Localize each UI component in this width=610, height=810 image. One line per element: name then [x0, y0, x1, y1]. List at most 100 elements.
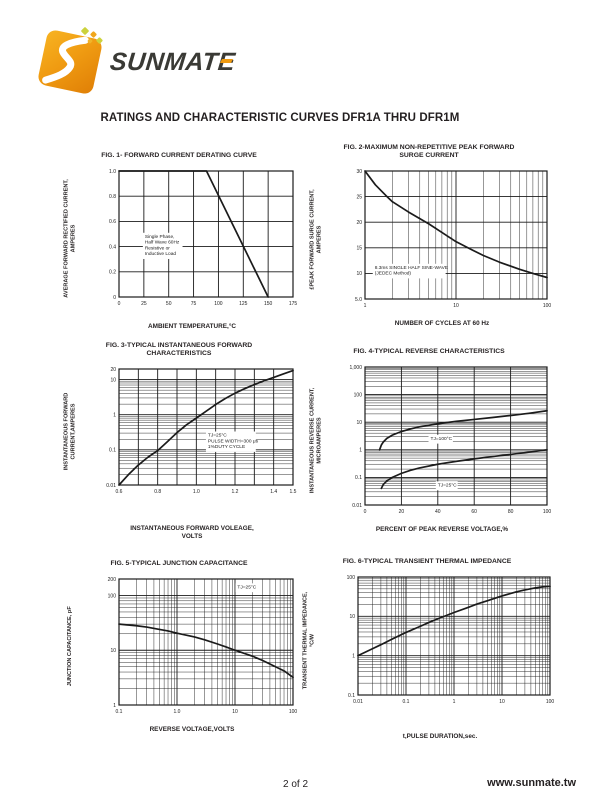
figure-2-plot: 1 10 100 5.0 10 15 20 25 30 8.3ms SINGLE HALF SIN…: [355, 169, 552, 309]
sunmate-logo: SUNMATE: [36, 26, 238, 101]
website-link[interactable]: www.sunmate.tw: [487, 777, 576, 789]
logo-dot-icon: [80, 26, 90, 36]
svg-text:25: 25: [356, 194, 362, 200]
figure-2-ylabel-text: £PEAK FORWARD SURGE CURRENT, AMPERES: [309, 188, 323, 290]
svg-text:20: 20: [356, 220, 362, 226]
svg-text:0: 0: [113, 295, 116, 301]
svg-text:100: 100: [543, 303, 552, 309]
svg-text:10: 10: [110, 648, 116, 654]
svg-text:60: 60: [471, 509, 477, 515]
logo-diamond-icon: [36, 28, 104, 96]
svg-text:25: 25: [141, 301, 147, 307]
figure-5: FIG. 5-TYPICAL JUNCTION CAPACITANCE JUNC…: [57, 548, 301, 734]
svg-text:TJ=25°C: TJ=25°C: [237, 584, 256, 590]
svg-text:1: 1: [364, 303, 367, 309]
svg-text:100: 100: [546, 699, 555, 705]
figure-5-xlabel: REVERSE VOLTAGE,VOLTS: [149, 726, 235, 733]
figure-6-title: FIG. 6-TYPICAL TRANSIENT THERMAL IMPEDAN…: [342, 558, 512, 565]
svg-text:PULSE WIDTH=300 μs: PULSE WIDTH=300 μs: [208, 438, 259, 444]
figure-4-xlabel: PERCENT OF PEAK REVERSE VOLTAGE,%: [375, 526, 509, 533]
svg-text:10: 10: [110, 377, 116, 383]
svg-text:0.01: 0.01: [352, 503, 362, 509]
svg-text:100: 100: [354, 392, 363, 398]
figure-2-title: FIG. 2-MAXIMUM NON-REPETITIVE PEAK FORWA…: [343, 144, 515, 159]
svg-text:TJ=25°C: TJ=25°C: [438, 482, 457, 488]
figure-4-ylabel: INSTANTANEOUS REVERSE CURRENT, MICROAMPE…: [303, 359, 329, 521]
svg-text:200: 200: [108, 577, 117, 583]
figure-1-ylabel-text: AVERAGE FORWARD RECTIFIED CURRENT, AMPER…: [63, 178, 77, 298]
svg-text:15: 15: [356, 246, 362, 252]
svg-text:1: 1: [352, 653, 355, 659]
svg-text:Resistive or: Resistive or: [145, 245, 170, 251]
svg-text:0: 0: [118, 301, 121, 307]
figure-3-plot: 0.6 0.8 1.0 1.2 1.4 1.5 0.01 0.1 1 10 20 TJ=25°CPUL…: [106, 367, 297, 495]
svg-text:10: 10: [232, 709, 238, 715]
svg-text:Half Wave 60Hz: Half Wave 60Hz: [145, 240, 180, 246]
svg-text:(JEDEC Method): (JEDEC Method): [375, 271, 412, 277]
svg-text:40: 40: [435, 509, 441, 515]
svg-text:0.8: 0.8: [109, 194, 116, 200]
page-number: 2 of 2: [283, 779, 309, 790]
figure-3-title: FIG. 3-TYPICAL INSTANTANEOUS FORWARD CHA…: [105, 342, 253, 357]
svg-text:1.0: 1.0: [193, 489, 200, 495]
figure-2-xlabel: NUMBER OF CYCLES AT 60 Hz: [394, 320, 490, 327]
svg-text:0.01: 0.01: [353, 699, 363, 705]
svg-text:100: 100: [214, 301, 223, 307]
figure-6: FIG. 6-TYPICAL TRANSIENT THERMAL IMPEDAN…: [296, 546, 558, 741]
svg-text:1.5: 1.5: [290, 489, 297, 495]
svg-text:80: 80: [508, 509, 514, 515]
svg-text:1%DUTY CYCLE: 1%DUTY CYCLE: [208, 444, 245, 450]
svg-text:100: 100: [289, 709, 298, 715]
svg-text:10: 10: [356, 271, 362, 277]
svg-text:0.8: 0.8: [154, 489, 161, 495]
figure-1-ylabel: AVERAGE FORWARD RECTIFIED CURRENT, AMPER…: [57, 163, 83, 313]
svg-text:TJ=100°C: TJ=100°C: [431, 436, 453, 442]
figure-5-plot: 0.1 1.0 10 100 1 10 100 200 TJ=25°C: [108, 577, 298, 715]
svg-text:Inductive Load: Inductive Load: [145, 251, 177, 257]
figure-6-ylabel-text: TRANSIENT THERMAL IMPEDANCE, °C/W: [302, 591, 316, 689]
figure-5-ylabel-text: JUNCTION CAPACITANCE, pF: [66, 606, 73, 686]
svg-text:TJ=25°C: TJ=25°C: [208, 432, 227, 438]
figure-4: FIG. 4-TYPICAL REVERSE CHARACTERISTICS I…: [303, 336, 555, 534]
svg-text:Single Phase,: Single Phase,: [145, 234, 175, 240]
svg-text:10: 10: [356, 420, 362, 426]
svg-text:75: 75: [191, 301, 197, 307]
svg-text:1: 1: [453, 699, 456, 705]
svg-text:0.1: 0.1: [403, 699, 410, 705]
svg-text:175: 175: [289, 301, 298, 307]
svg-text:10: 10: [453, 303, 459, 309]
logo-s-swoosh-icon: [42, 36, 89, 84]
svg-text:0.01: 0.01: [106, 483, 116, 489]
svg-text:1.4: 1.4: [270, 489, 277, 495]
svg-text:0.1: 0.1: [355, 475, 362, 481]
svg-text:100: 100: [347, 575, 356, 581]
figure-5-ylabel: JUNCTION CAPACITANCE, pF: [57, 571, 83, 721]
figure-3-ylabel-text: INSTANTANEOUS FORWARD CURRENT,AMPERES: [63, 392, 77, 470]
figure-1-title: FIG. 1- FORWARD CURRENT DERATING CURVE: [101, 152, 257, 159]
figure-4-ylabel-text: INSTANTANEOUS REVERSE CURRENT, MICROAMPE…: [309, 387, 323, 493]
svg-text:5.0: 5.0: [355, 297, 362, 303]
svg-text:100: 100: [543, 509, 552, 515]
svg-text:0.6: 0.6: [116, 489, 123, 495]
svg-text:125: 125: [239, 301, 248, 307]
logo-wordmark-accent: [219, 59, 234, 63]
figure-4-plot: 0 20 40 60 80 100 0.01 0.1 1 10 100 1,000 TJ=100°C TJ…: [349, 365, 552, 515]
svg-text:0: 0: [364, 509, 367, 515]
svg-text:8.3ms SINGLE HALF SINE-WAVE: 8.3ms SINGLE HALF SINE-WAVE: [375, 265, 448, 271]
svg-text:20: 20: [399, 509, 405, 515]
svg-text:1,000: 1,000: [349, 365, 362, 371]
figure-3: FIG. 3-TYPICAL INSTANTANEOUS FORWARD CHA…: [57, 338, 301, 540]
svg-text:1.2: 1.2: [232, 489, 239, 495]
svg-text:1: 1: [359, 448, 362, 454]
svg-text:150: 150: [264, 301, 273, 307]
figure-1: FIG. 1- FORWARD CURRENT DERATING CURVE A…: [57, 140, 301, 331]
figure-6-xlabel: t,PULSE DURATION,sec.: [402, 733, 478, 740]
figure-2: FIG. 2-MAXIMUM NON-REPETITIVE PEAK FORWA…: [303, 140, 555, 328]
figure-3-xlabel: INSTANTANEOUS FORWARD VOLEAGE, VOLTS: [130, 525, 254, 540]
svg-text:0.1: 0.1: [348, 693, 355, 699]
svg-text:0.4: 0.4: [109, 244, 116, 250]
svg-text:0.6: 0.6: [109, 219, 116, 225]
svg-text:1: 1: [113, 703, 116, 709]
